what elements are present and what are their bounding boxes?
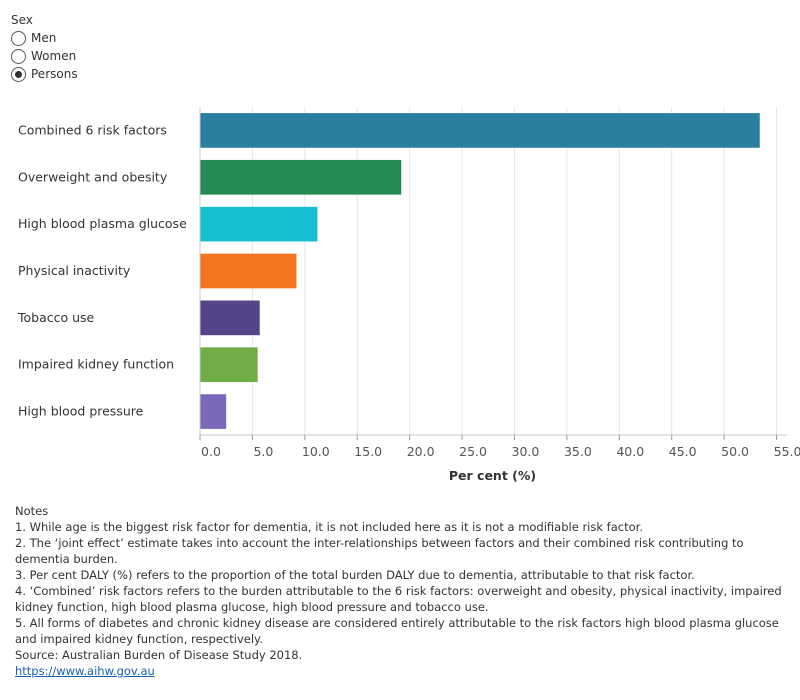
notes: Notes 1. While age is the biggest risk f… [15,503,790,679]
bar [200,347,258,383]
source-note: Source: Australian Burden of Disease Stu… [15,648,303,662]
x-tick-label: 5.0 [253,444,273,459]
category-label: High blood pressure [18,404,144,419]
radio-label-persons: Persons [31,67,78,81]
bar [200,300,260,336]
category-label: Tobacco use [17,310,95,325]
category-label: High blood plasma glucose [18,216,187,231]
note-5: 5. All forms of diabetes and chronic kid… [15,616,779,646]
x-tick-label: 20.0 [407,444,435,459]
radio-men[interactable]: Men [11,29,78,47]
bar [200,159,402,195]
sex-filter: Sex Men Women Persons [11,13,78,83]
x-tick-label: 45.0 [669,444,697,459]
radio-label-men: Men [31,31,57,45]
x-tick-label: 30.0 [512,444,540,459]
x-axis-label: Per cent (%) [449,468,536,483]
notes-title: Notes [15,504,49,518]
radio-label-women: Women [31,49,77,63]
category-label: Physical inactivity [18,263,131,278]
category-label: Overweight and obesity [18,169,168,184]
radio-women[interactable]: Women [11,47,78,65]
note-3: 3. Per cent DALY (%) refers to the propo… [15,568,695,582]
x-tick-label: 35.0 [564,444,592,459]
x-tick-label: 40.0 [616,444,644,459]
x-tick-label: 25.0 [459,444,487,459]
note-1: 1. While age is the biggest risk factor … [15,520,643,534]
bar [200,394,227,429]
x-tick-label: 55.0 [774,444,800,459]
bar [200,253,297,289]
filter-title: Sex [11,13,33,27]
category-label: Impaired kidney function [18,357,174,372]
note-4: 4. ‘Combined’ risk factors refers to the… [15,584,782,614]
x-tick-label: 10.0 [302,444,330,459]
bar [200,206,318,242]
category-label: Combined 6 risk factors [18,122,167,137]
x-tick-label: 15.0 [354,444,382,459]
radio-persons[interactable]: Persons [11,65,78,83]
x-tick-label: 50.0 [721,444,749,459]
radio-circle-persons[interactable] [11,66,26,82]
x-tick-label: 0.0 [201,444,221,459]
note-2: 2. The ‘joint effect’ estimate takes int… [15,536,744,566]
bar [200,113,760,148]
source-link[interactable]: https://www.aihw.gov.au [15,664,155,678]
bar-chart: Combined 6 risk factors Overweight and ob… [17,107,800,483]
radio-circle-women[interactable] [11,48,26,64]
radio-circle-men[interactable] [11,30,26,46]
